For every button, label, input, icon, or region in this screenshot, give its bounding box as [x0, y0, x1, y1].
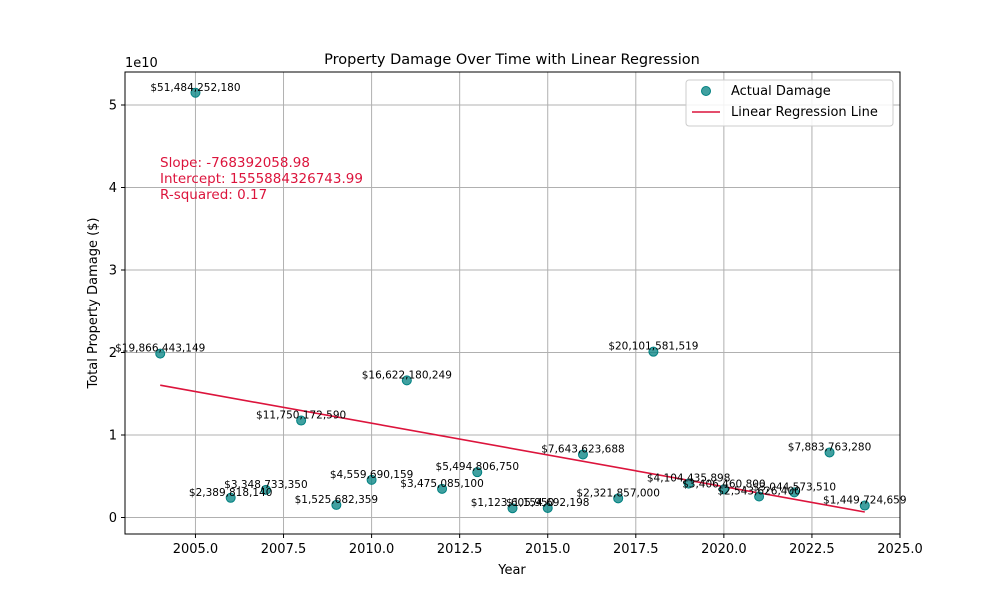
- data-point: [648, 346, 659, 357]
- data-label: $3,044,573,510: [753, 481, 837, 493]
- data-label: $3,475,085,100: [400, 478, 484, 490]
- data-label: $5,494,806,750: [436, 461, 520, 473]
- r-squared-annotation: R-squared: 0.17: [160, 187, 267, 203]
- y-axis-offset-label: 1e10: [125, 56, 158, 71]
- regression-line: [160, 384, 865, 513]
- data-point: [366, 474, 377, 485]
- regression-line-layer: [160, 384, 865, 513]
- legend-box: [685, 79, 894, 127]
- intercept-annotation: Intercept: 1555884326743.99: [160, 171, 363, 187]
- legend-label-regression-line: Linear Regression Line: [731, 105, 878, 120]
- y-tick-label: 1: [109, 429, 117, 444]
- plot-frame: [124, 71, 901, 535]
- data-label: $1,123,605,950: [471, 497, 555, 509]
- data-label: $3,348,733,350: [224, 479, 308, 491]
- data-point: [718, 484, 729, 495]
- data-point: [260, 484, 271, 495]
- data-point: [577, 449, 588, 460]
- y-tick-label: 2: [109, 346, 117, 361]
- slope-annotation: Slope: -768392058.98: [160, 155, 310, 171]
- data-point: [331, 499, 342, 510]
- data-label: $7,883,763,280: [788, 441, 872, 453]
- data-point: [754, 491, 765, 502]
- data-label: $51,484,252,180: [150, 82, 240, 94]
- data-point: [296, 415, 307, 426]
- data-point: [472, 467, 483, 478]
- data-point: [507, 503, 518, 514]
- x-tick-label: 2020.0: [701, 542, 747, 557]
- data-label: $2,543,626,400: [717, 486, 801, 498]
- scatter-points: [155, 87, 870, 514]
- data-point: [824, 447, 835, 458]
- data-label: $1,154,692,198: [506, 497, 590, 509]
- data-point: [683, 478, 694, 489]
- x-tick-label: 2010.0: [349, 542, 395, 557]
- chart-title: Property Damage Over Time with Linear Re…: [324, 52, 700, 68]
- data-point: [613, 493, 624, 504]
- data-label: $4,104,435,898: [647, 473, 731, 485]
- data-label: $19,866,443,149: [115, 343, 205, 355]
- x-axis-label: Year: [497, 563, 526, 578]
- y-tick-label: 5: [109, 99, 117, 114]
- data-point: [155, 348, 166, 359]
- data-point: [190, 87, 201, 98]
- data-point: [859, 500, 870, 511]
- x-tick-label: 2017.5: [613, 542, 659, 557]
- x-axis-ticks: 2005.0 2007.5 2010.0 2012.5 2015.0 2017.5 2020…: [173, 534, 923, 557]
- x-tick-label: 2012.5: [437, 542, 483, 557]
- data-label: $3,406,460,800: [682, 478, 766, 490]
- data-point: [789, 487, 800, 498]
- data-label: $20,101,581,519: [608, 341, 698, 353]
- legend: Actual Damage Linear Regression Line: [685, 79, 894, 127]
- legend-marker-actual-damage: [701, 86, 711, 96]
- data-label: $1,449,724,659: [823, 495, 907, 507]
- data-label: $16,622,180,249: [362, 369, 452, 381]
- data-point: [401, 375, 412, 386]
- data-point: [225, 492, 236, 503]
- data-label: $2,321,857,000: [576, 487, 660, 499]
- y-tick-label: 0: [109, 511, 117, 526]
- x-tick-label: 2025.0: [877, 542, 923, 557]
- data-label: $7,643,623,688: [541, 443, 625, 455]
- data-label: $1,525,682,359: [295, 494, 379, 506]
- x-tick-label: 2015.0: [525, 542, 571, 557]
- y-tick-label: 4: [109, 181, 117, 196]
- legend-label-actual-damage: Actual Damage: [731, 84, 831, 99]
- stats-annotation: Slope: -768392058.98 Intercept: 15558843…: [160, 155, 363, 203]
- data-point: [542, 502, 553, 513]
- data-label: $2,389,818,140: [189, 487, 273, 499]
- y-axis-ticks: 0 1 2 3 4 5: [109, 99, 125, 526]
- data-point: [437, 483, 448, 494]
- y-tick-label: 3: [109, 264, 117, 279]
- x-tick-label: 2022.5: [789, 542, 835, 557]
- data-label: $11,750,172,590: [256, 410, 346, 422]
- data-label: $4,559,690,159: [330, 469, 414, 481]
- x-tick-label: 2005.0: [173, 542, 219, 557]
- y-axis-label: Total Property Damage ($): [86, 217, 101, 389]
- data-labels: $19,866,443,149 $51,484,252,180 $2,389,818…: [115, 82, 906, 509]
- x-tick-label: 2007.5: [261, 542, 307, 557]
